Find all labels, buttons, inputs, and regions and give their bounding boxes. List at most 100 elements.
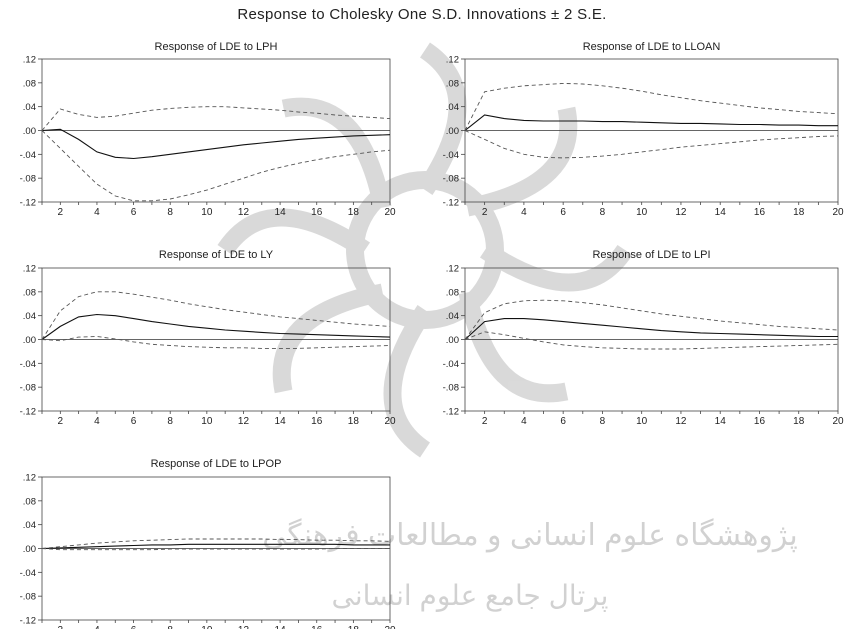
x-tick-label: 12 — [675, 207, 687, 218]
y-tick-label: .04 — [23, 102, 36, 113]
series-response-line — [464, 114, 838, 131]
y-tick-label: .00 — [23, 335, 36, 346]
x-tick-label: 14 — [275, 625, 287, 629]
chart-panel-1: Response of LDE to LPH .12 .08 .04 .00 -.04 -.… — [20, 41, 396, 218]
series-lower-line — [464, 130, 839, 159]
x-tick-label: 12 — [238, 416, 250, 427]
y-tick-label: .12 — [23, 55, 36, 66]
x-tick-label: 18 — [793, 207, 805, 218]
series-upper-line — [41, 106, 391, 131]
chart-panel-2: Response of LDE to LLOAN .12 .08 .04 .00 -.04… — [443, 41, 844, 218]
chart-panel-5: Response of LDE to LPOP .12 .08 .04 .00 -.04 -… — [20, 458, 396, 629]
y-tick-label: -.04 — [20, 568, 36, 579]
y-tick-label: .08 — [23, 78, 36, 89]
y-tick-label: .08 — [23, 496, 36, 507]
x-tick-label: 12 — [675, 416, 687, 427]
x-tick-label: 16 — [754, 207, 766, 218]
y-tick-label: -.08 — [20, 383, 36, 394]
x-tick-label: 8 — [167, 625, 173, 629]
y-tick-label: -.12 — [20, 407, 36, 418]
x-tick-label: 2 — [58, 207, 64, 218]
series-lower-line — [41, 548, 390, 551]
series-upper-line — [464, 82, 839, 131]
x-tick-label: 16 — [754, 416, 766, 427]
x-tick-label: 8 — [600, 207, 606, 218]
x-tick-label: 4 — [94, 416, 100, 427]
y-tick-label: .08 — [23, 287, 36, 298]
y-tick-label: .04 — [446, 311, 459, 322]
series-lower-line — [41, 130, 391, 202]
y-tick-label: .04 — [23, 520, 36, 531]
x-tick-label: 4 — [94, 207, 100, 218]
x-tick-label: 20 — [832, 416, 844, 427]
x-tick-label: 16 — [311, 625, 323, 629]
y-tick-label: .12 — [446, 55, 459, 66]
x-tick-label: 4 — [521, 416, 527, 427]
y-tick-label: .12 — [23, 473, 36, 484]
x-tick-label: 10 — [636, 416, 648, 427]
x-tick-label: 20 — [384, 207, 396, 218]
x-tick-label: 10 — [201, 625, 213, 629]
x-tick-label: 20 — [832, 207, 844, 218]
y-tick-label: .00 — [446, 126, 459, 137]
y-tick-label: -.12 — [443, 407, 459, 418]
y-tick-label: -.08 — [443, 174, 459, 185]
chart-title: Response of LDE to LPI — [592, 249, 710, 261]
x-tick-label: 10 — [201, 207, 213, 218]
x-tick-label: 14 — [715, 416, 727, 427]
x-tick-label: 6 — [131, 625, 137, 629]
x-tick-label: 4 — [521, 207, 527, 218]
y-tick-label: -.04 — [443, 150, 459, 161]
x-tick-label: 16 — [311, 207, 323, 218]
chart-title: Response of LDE to LLOAN — [583, 41, 721, 53]
series-response-line — [41, 543, 390, 550]
series-response-line — [464, 318, 838, 340]
y-tick-label: .08 — [446, 287, 459, 298]
x-tick-label: 6 — [560, 207, 566, 218]
chart-panel-4: Response of LDE to LPI .12 .08 .04 .00 -.04 -.… — [443, 249, 844, 427]
series-response-line — [41, 313, 391, 340]
x-tick-label: 10 — [201, 416, 213, 427]
y-tick-label: .08 — [446, 78, 459, 89]
y-tick-label: .04 — [23, 311, 36, 322]
y-tick-label: -.04 — [443, 359, 459, 370]
y-tick-label: .00 — [23, 544, 36, 555]
y-tick-label: -.04 — [20, 150, 36, 161]
x-tick-label: 14 — [715, 207, 727, 218]
series-upper-line — [464, 299, 839, 340]
x-tick-label: 8 — [167, 207, 173, 218]
series-lower-line — [464, 331, 839, 350]
x-tick-label: 14 — [275, 207, 287, 218]
x-tick-label: 18 — [348, 416, 360, 427]
y-tick-label: .12 — [23, 264, 36, 275]
x-tick-label: 2 — [58, 625, 64, 629]
y-tick-label: -.12 — [20, 198, 36, 209]
series-lower-line — [41, 336, 391, 349]
chart-title: Response of LDE to LPOP — [151, 458, 282, 470]
x-tick-label: 20 — [384, 416, 396, 427]
y-tick-label: .00 — [446, 335, 459, 346]
x-tick-label: 2 — [58, 416, 64, 427]
series-response-line — [41, 128, 391, 160]
x-tick-label: 14 — [275, 416, 287, 427]
y-tick-label: .00 — [23, 126, 36, 137]
x-tick-label: 20 — [384, 625, 396, 629]
x-tick-label: 10 — [636, 207, 648, 218]
y-tick-label: -.08 — [443, 383, 459, 394]
x-tick-label: 8 — [167, 416, 173, 427]
y-tick-label: .12 — [446, 264, 459, 275]
y-tick-label: -.08 — [20, 174, 36, 185]
chart-panel-3: Response of LDE to LY .12 .08 .04 .00 -.04 -.0… — [20, 249, 396, 427]
y-tick-label: -.08 — [20, 592, 36, 603]
x-tick-label: 18 — [348, 625, 360, 629]
x-tick-label: 12 — [238, 625, 250, 629]
series-upper-line — [41, 538, 391, 549]
x-tick-label: 16 — [311, 416, 323, 427]
y-tick-label: -.12 — [443, 198, 459, 209]
x-tick-label: 12 — [238, 207, 250, 218]
x-tick-label: 18 — [348, 207, 360, 218]
x-tick-label: 4 — [94, 625, 100, 629]
